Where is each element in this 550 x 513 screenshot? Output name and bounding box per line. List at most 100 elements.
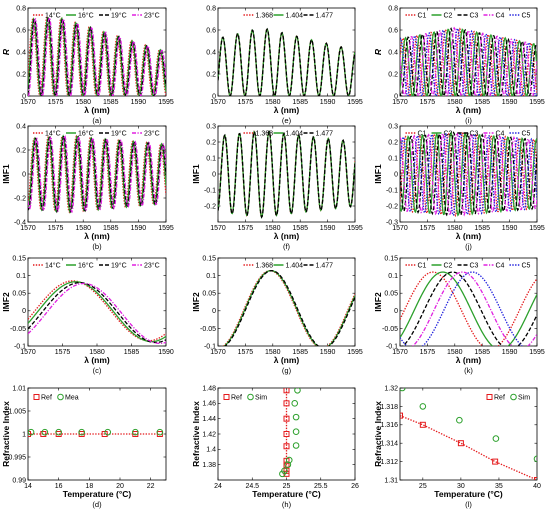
legend-swatch xyxy=(486,394,493,400)
y-axis-label: IMF2 xyxy=(373,292,383,312)
legend-label: C1 xyxy=(418,130,427,137)
x-tick-label: 14 xyxy=(24,483,32,490)
x-tick-label: 1595 xyxy=(529,99,545,106)
plot-area-f xyxy=(218,129,355,219)
legend-label: C4 xyxy=(496,130,505,137)
panel-caption: (g) xyxy=(282,366,292,375)
legend-i: C1 C2 C3 C4 C5 xyxy=(405,12,531,19)
y-tick-label: 0.1 xyxy=(206,273,216,280)
x-tick-label: 1580 xyxy=(89,349,105,356)
y-tick-label: 0 xyxy=(394,171,398,178)
x-tick-label: 1590 xyxy=(502,225,518,232)
x-axis-label: λ (nm) xyxy=(456,231,482,241)
legend-c: 14°C 16°C 19°C 23°C xyxy=(33,261,160,269)
x-tick-label: 1575 xyxy=(420,225,436,232)
data-point xyxy=(457,440,464,447)
series-line xyxy=(224,270,355,346)
series-line xyxy=(28,282,166,345)
y-tick-label: 0.2 xyxy=(206,71,216,78)
y-tick-label: 0 xyxy=(394,308,398,315)
legend-l: Ref Sim xyxy=(486,393,530,401)
legend-j: C1 C2 C3 C4 C5 xyxy=(405,130,531,137)
panel-c: 1570 1575 1580 1585 1590 -0.1 -0.05 0 0.05 0.1 0.1… xyxy=(1,255,174,375)
plot-frame-l xyxy=(399,387,538,481)
plot-area-d xyxy=(28,428,164,437)
x-tick-label: 1575 xyxy=(238,99,254,106)
data-point xyxy=(400,388,406,392)
x-tick-label: 22 xyxy=(147,483,155,490)
legend-label: Sim xyxy=(518,394,530,401)
y-tick-label: 1.316 xyxy=(380,422,398,429)
panel-l: 25 30 35 40 1.31 1.312 1.314 1.316 1.318 1.32 Temp… xyxy=(373,385,541,509)
y-tick-label: 0.15 xyxy=(12,255,26,262)
y-axis-label: IMF2 xyxy=(191,292,201,312)
series-line xyxy=(28,134,166,214)
y-tick-label: 1.31 xyxy=(384,477,398,484)
x-tick-label: 1590 xyxy=(502,349,518,356)
y-tick-label: 0.4 xyxy=(16,49,26,56)
series-line xyxy=(400,27,537,96)
x-tick-label: 1590 xyxy=(502,99,518,106)
y-tick-label: 0.3 xyxy=(388,123,398,130)
legend-label: C2 xyxy=(444,12,453,19)
legend-label: 16°C xyxy=(78,261,94,269)
x-tick-label: 1585 xyxy=(292,99,308,106)
panel-caption: (h) xyxy=(282,500,292,509)
plot-area-l xyxy=(400,388,537,480)
legend-label: 23°C xyxy=(144,129,160,137)
legend-a: 14°C 16°C 19°C 23°C xyxy=(33,11,160,19)
data-point xyxy=(28,431,31,437)
y-tick-label: 0.2 xyxy=(16,71,26,78)
x-tick-label: 1585 xyxy=(103,99,119,106)
x-tick-label: 1575 xyxy=(55,349,71,356)
legend-d: Ref Mea xyxy=(33,393,79,401)
series-line xyxy=(218,130,355,219)
x-tick-label: 1575 xyxy=(48,225,64,232)
data-point xyxy=(41,428,49,436)
y-tick-label: 0.4 xyxy=(206,49,216,56)
x-tick-label: 1570 xyxy=(20,349,36,356)
x-tick-label: 1595 xyxy=(347,349,363,356)
x-tick-label: 1590 xyxy=(158,349,174,356)
data-point xyxy=(283,388,290,394)
y-tick-label: 1.32 xyxy=(384,385,398,392)
legend-label: C3 xyxy=(470,130,479,137)
x-axis-label: λ (nm) xyxy=(456,105,482,115)
x-tick-label: 1580 xyxy=(447,99,463,106)
x-tick-label: 18 xyxy=(85,483,93,490)
x-tick-label: 1585 xyxy=(292,349,308,356)
data-point xyxy=(55,428,62,436)
series-line xyxy=(400,414,537,480)
y-axis-label: IMF2 xyxy=(1,292,11,312)
legend-label: 14°C xyxy=(45,261,61,269)
y-tick-label: 0.8 xyxy=(206,5,216,12)
plot-area-i xyxy=(400,26,537,96)
y-tick-label: 0.2 xyxy=(206,139,216,146)
x-tick-label: 1580 xyxy=(75,99,91,106)
plot-frame-k xyxy=(399,257,538,347)
x-axis-label: λ (nm) xyxy=(84,231,110,241)
data-point xyxy=(40,431,47,437)
data-point xyxy=(285,456,293,464)
data-point xyxy=(283,431,290,437)
legend-label: C5 xyxy=(522,262,531,269)
data-point xyxy=(281,467,288,475)
legend-label: Mea xyxy=(65,394,79,401)
legend-label: C4 xyxy=(496,12,505,19)
x-tick-label: 1585 xyxy=(474,225,490,232)
legend-label: C1 xyxy=(418,262,427,269)
legend-swatch xyxy=(57,393,64,401)
plot-area-e xyxy=(218,27,355,96)
plot-area-j xyxy=(400,131,537,218)
legend-label: 1.368 xyxy=(256,262,274,269)
y-tick-label: 1.48 xyxy=(202,385,216,392)
x-tick-label: 1570 xyxy=(20,225,36,232)
data-point xyxy=(284,461,292,468)
x-tick-label: 35 xyxy=(495,483,503,490)
y-tick-label: 1.46 xyxy=(202,401,216,408)
series-line xyxy=(28,281,166,343)
panel-caption: (j) xyxy=(465,242,472,251)
plot-frame-c xyxy=(27,257,167,347)
data-point xyxy=(291,400,299,407)
